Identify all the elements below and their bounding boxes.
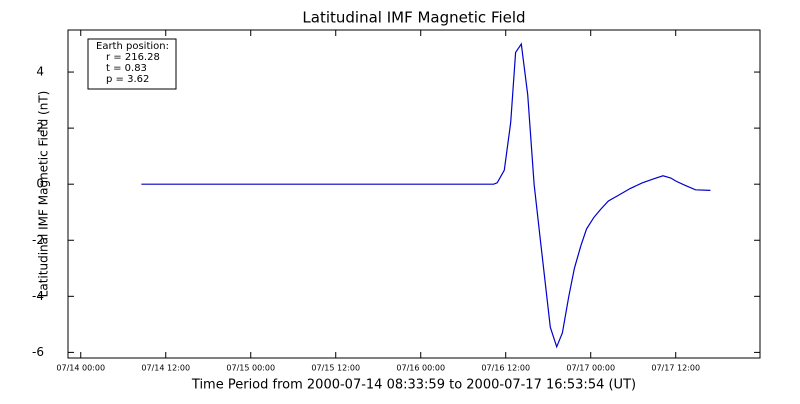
chart-title: Latitudinal IMF Magnetic Field [302,9,525,27]
annotation-text: t = 0.83 [106,63,147,74]
y-tick-label: -2 [32,233,44,247]
y-axis-label: Latitudinal IMF Magnetic Field (nT) [37,91,51,298]
y-tick-label: -6 [32,345,44,359]
y-tick-label: -4 [32,289,44,303]
x-tick-label: 07/16 00:00 [396,364,445,373]
x-tick-label: 07/17 00:00 [566,364,615,373]
x-tick-label: 07/14 00:00 [56,364,105,373]
x-axis-label: Time Period from 2000-07-14 08:33:59 to … [191,378,636,393]
x-tick-label: 07/15 12:00 [311,364,360,373]
x-tick-label: 07/15 00:00 [226,364,275,373]
plot-frame [67,29,761,359]
x-tick-label: 07/14 12:00 [141,364,190,373]
data-line [141,42,711,349]
y-tick-label: 2 [36,121,44,135]
annotation-text: Earth position: [96,41,169,52]
annotation-text: r = 216.28 [106,52,160,63]
y-tick-label: 0 [36,177,44,191]
annotation-text: p = 3.62 [106,74,149,85]
y-tick-label: 4 [36,65,44,79]
x-tick-label: 07/16 12:00 [481,364,530,373]
x-tick-label: 07/17 12:00 [651,364,700,373]
annotation-box [87,38,177,90]
